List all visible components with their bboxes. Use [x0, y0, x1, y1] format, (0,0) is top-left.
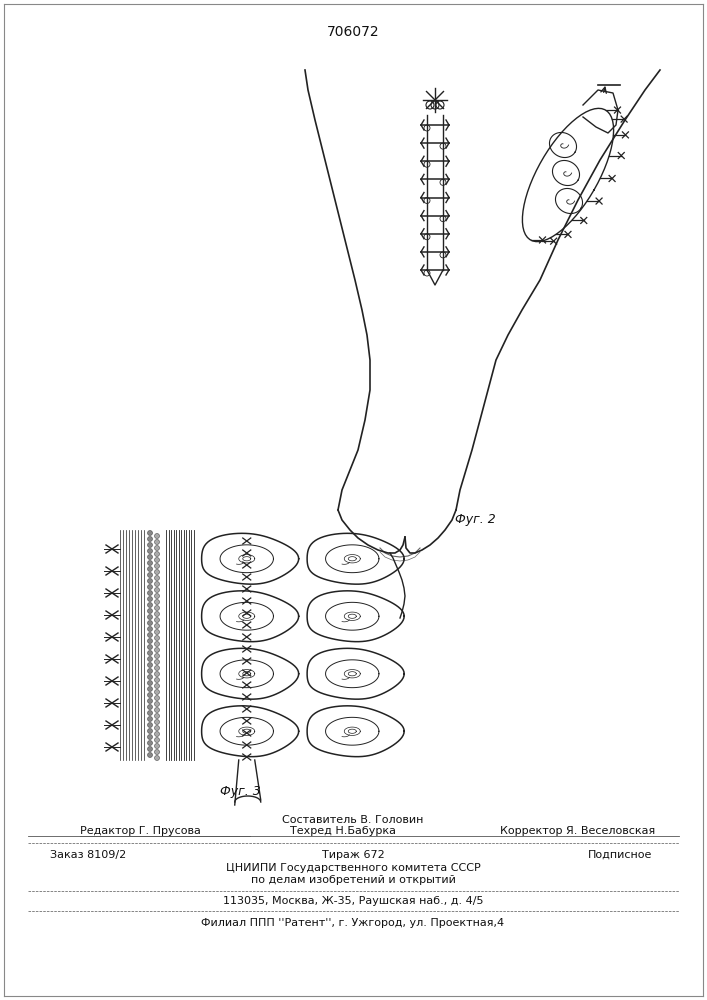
- Text: Корректор Я. Веселовская: Корректор Я. Веселовская: [500, 826, 655, 836]
- Circle shape: [155, 552, 160, 556]
- Circle shape: [155, 540, 160, 544]
- Circle shape: [148, 734, 153, 740]
- Circle shape: [155, 708, 160, 712]
- Circle shape: [148, 680, 153, 686]
- Circle shape: [155, 534, 160, 538]
- Circle shape: [155, 660, 160, 664]
- Circle shape: [148, 645, 153, 650]
- Circle shape: [155, 744, 160, 748]
- Text: 706072: 706072: [327, 25, 380, 39]
- Circle shape: [148, 662, 153, 668]
- Circle shape: [148, 698, 153, 704]
- Circle shape: [155, 732, 160, 736]
- Circle shape: [148, 584, 153, 589]
- Circle shape: [155, 684, 160, 688]
- Text: Филиал ППП ''Pатент'', г. Ужгород, ул. Проектная,4: Филиал ППП ''Pатент'', г. Ужгород, ул. П…: [201, 918, 505, 928]
- Text: Фуг. 3: Фуг. 3: [220, 786, 260, 798]
- Circle shape: [155, 587, 160, 592]
- Circle shape: [148, 530, 153, 536]
- Circle shape: [148, 572, 153, 578]
- Circle shape: [155, 611, 160, 616]
- Circle shape: [155, 636, 160, 641]
- Circle shape: [148, 716, 153, 722]
- Circle shape: [148, 608, 153, 613]
- Circle shape: [155, 617, 160, 622]
- Circle shape: [155, 750, 160, 754]
- Circle shape: [148, 548, 153, 554]
- Circle shape: [155, 599, 160, 604]
- Circle shape: [148, 578, 153, 584]
- Text: ЦНИИПИ Государственного комитета СССР: ЦНИИПИ Государственного комитета СССР: [226, 863, 480, 873]
- Circle shape: [148, 596, 153, 601]
- Circle shape: [148, 542, 153, 548]
- Circle shape: [148, 656, 153, 662]
- Circle shape: [148, 602, 153, 607]
- Circle shape: [155, 642, 160, 647]
- Text: Редактор Г. Прусова: Редактор Г. Прусова: [80, 826, 201, 836]
- Text: 113035, Москва, Ж-35, Раушская наб., д. 4/5: 113035, Москва, Ж-35, Раушская наб., д. …: [223, 896, 484, 906]
- Circle shape: [148, 674, 153, 680]
- Circle shape: [155, 648, 160, 652]
- Text: Подписное: Подписное: [588, 850, 652, 860]
- Text: Техред Н.Бабурка: Техред Н.Бабурка: [290, 826, 396, 836]
- Circle shape: [155, 605, 160, 610]
- Circle shape: [148, 639, 153, 644]
- Circle shape: [148, 752, 153, 758]
- Circle shape: [155, 630, 160, 635]
- Circle shape: [148, 590, 153, 595]
- Circle shape: [148, 740, 153, 746]
- Circle shape: [148, 686, 153, 692]
- Circle shape: [155, 714, 160, 718]
- Circle shape: [155, 576, 160, 580]
- Text: Составитель В. Головин: Составитель В. Головин: [282, 815, 423, 825]
- Circle shape: [155, 702, 160, 706]
- Circle shape: [155, 564, 160, 568]
- Circle shape: [148, 710, 153, 716]
- Circle shape: [155, 678, 160, 682]
- Circle shape: [155, 720, 160, 724]
- Text: по делам изобретений и открытий: по делам изобретений и открытий: [250, 875, 455, 885]
- Circle shape: [148, 614, 153, 619]
- Circle shape: [155, 624, 160, 629]
- Circle shape: [148, 566, 153, 572]
- Circle shape: [155, 654, 160, 658]
- Circle shape: [155, 582, 160, 586]
- Circle shape: [155, 546, 160, 550]
- Circle shape: [148, 554, 153, 560]
- Circle shape: [148, 668, 153, 674]
- Circle shape: [155, 756, 160, 760]
- Circle shape: [155, 726, 160, 730]
- Circle shape: [155, 666, 160, 670]
- Circle shape: [148, 704, 153, 710]
- Circle shape: [155, 672, 160, 676]
- Circle shape: [148, 536, 153, 542]
- Text: Фуг. 2: Фуг. 2: [455, 514, 496, 526]
- Text: Заказ 8109/2: Заказ 8109/2: [50, 850, 127, 860]
- Circle shape: [148, 746, 153, 752]
- Circle shape: [148, 728, 153, 734]
- Circle shape: [155, 696, 160, 700]
- Circle shape: [148, 560, 153, 566]
- Circle shape: [148, 692, 153, 698]
- Circle shape: [148, 626, 153, 632]
- Text: Тираж 672: Тираж 672: [322, 850, 385, 860]
- Circle shape: [155, 558, 160, 562]
- Circle shape: [155, 570, 160, 574]
- Circle shape: [148, 620, 153, 626]
- Circle shape: [155, 690, 160, 694]
- Circle shape: [148, 650, 153, 656]
- Circle shape: [148, 722, 153, 728]
- Circle shape: [155, 738, 160, 742]
- Circle shape: [148, 633, 153, 638]
- Circle shape: [155, 593, 160, 598]
